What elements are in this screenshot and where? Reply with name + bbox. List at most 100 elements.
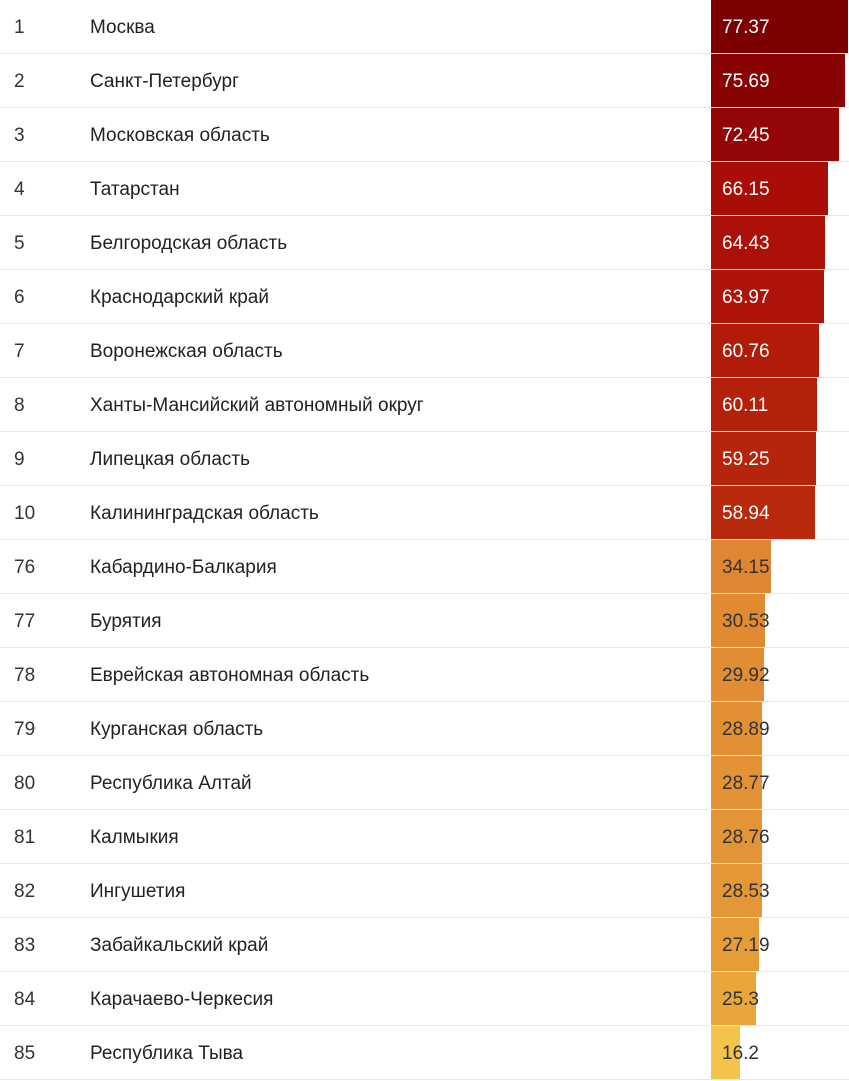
table-row: 2 Санкт-Петербург 75.69: [0, 54, 849, 108]
rank-label: 82: [14, 881, 36, 902]
value-label: 34.15: [722, 557, 770, 578]
region-label: Москва: [90, 17, 155, 38]
rank-label: 81: [14, 827, 36, 848]
value-bar: [711, 702, 763, 755]
region-label: Московская область: [90, 125, 270, 146]
region-label: Воронежская область: [90, 341, 283, 362]
value-bar: [711, 972, 756, 1025]
value-bar: [711, 54, 846, 107]
value-bar: [711, 648, 764, 701]
region-label: Ханты-Мансийский автономный округ: [90, 395, 424, 416]
table-row: 82 Ингушетия 28.53: [0, 864, 849, 918]
table-row: 80 Республика Алтай 28.77: [0, 756, 849, 810]
value-label: 27.19: [722, 935, 770, 956]
table-row: 85 Республика Тыва 16.2: [0, 1026, 849, 1080]
region-label: Ингушетия: [90, 881, 186, 902]
rank-label: 2: [14, 71, 25, 92]
rank-label: 8: [14, 395, 25, 416]
table-row: 79 Курганская область 28.89: [0, 702, 849, 756]
value-label: 16.2: [722, 1043, 759, 1064]
region-label: Калининградская область: [90, 503, 319, 524]
value-bar: [711, 756, 762, 809]
value-label: 28.53: [722, 881, 770, 902]
region-label: Забайкальский край: [90, 935, 269, 956]
value-label: 59.25: [722, 449, 770, 470]
rank-label: 79: [14, 719, 36, 740]
table-row: 1 Москва 77.37: [0, 0, 849, 54]
value-bar: [711, 216, 826, 269]
value-label: 28.77: [722, 773, 770, 794]
region-label: Бурятия: [90, 611, 162, 632]
value-label: 28.76: [722, 827, 770, 848]
value-bar: [711, 270, 825, 323]
region-label: Республика Алтай: [90, 773, 252, 794]
table-row: 10 Калининградская область 58.94: [0, 486, 849, 540]
value-bar: [711, 810, 762, 863]
region-label: Белгородская область: [90, 233, 288, 254]
table-row: 5 Белгородская область 64.43: [0, 216, 849, 270]
region-label: Курганская область: [90, 719, 264, 740]
value-label: 25.3: [722, 989, 759, 1010]
rank-label: 83: [14, 935, 36, 956]
region-label: Республика Тыва: [90, 1043, 244, 1064]
value-bar: [711, 378, 818, 431]
table-row: 8 Ханты-Мансийский автономный округ 60.11: [0, 378, 849, 432]
table-row: 4 Татарстан 66.15: [0, 162, 849, 216]
value-bar: [711, 432, 816, 485]
rank-label: 7: [14, 341, 25, 362]
table-row: 7 Воронежская область 60.76: [0, 324, 849, 378]
region-label: Кабардино-Балкария: [90, 557, 277, 578]
region-label: Татарстан: [90, 179, 180, 200]
table-row: 77 Бурятия 30.53: [0, 594, 849, 648]
value-label: 29.92: [722, 665, 770, 686]
rank-label: 85: [14, 1043, 36, 1064]
value-bar: [711, 540, 772, 593]
rank-label: 4: [14, 179, 25, 200]
rank-label: 1: [14, 17, 25, 38]
rank-label: 5: [14, 233, 25, 254]
value-label: 64.43: [722, 233, 770, 254]
value-bar: [711, 0, 848, 53]
table-row: 6 Краснодарский край 63.97: [0, 270, 849, 324]
table-row: 9 Липецкая область 59.25: [0, 432, 849, 486]
table-row: 83 Забайкальский край 27.19: [0, 918, 849, 972]
region-label: Санкт-Петербург: [90, 71, 240, 92]
rank-label: 78: [14, 665, 36, 686]
value-bar: [711, 108, 840, 161]
table-row: 3 Московская область 72.45: [0, 108, 849, 162]
value-bar: [711, 918, 760, 971]
value-label: 63.97: [722, 287, 770, 308]
value-bar: [711, 864, 762, 917]
value-bar: [711, 486, 816, 539]
value-label: 58.94: [722, 503, 770, 524]
table-row: 84 Карачаево-Черкесия 25.3: [0, 972, 849, 1026]
value-label: 30.53: [722, 611, 770, 632]
table-row: 76 Кабардино-Балкария 34.15: [0, 540, 849, 594]
rank-label: 3: [14, 125, 25, 146]
value-bar: [711, 1026, 740, 1079]
region-label: Еврейская автономная область: [90, 665, 370, 686]
rank-label: 9: [14, 449, 25, 470]
rank-label: 10: [14, 503, 36, 524]
region-label: Липецкая область: [90, 449, 251, 470]
value-label: 60.76: [722, 341, 770, 362]
region-label: Карачаево-Черкесия: [90, 989, 274, 1010]
value-bar: [711, 324, 819, 377]
region-label: Краснодарский край: [90, 287, 269, 308]
value-bar: [711, 162, 829, 215]
rank-label: 80: [14, 773, 36, 794]
value-label: 66.15: [722, 179, 770, 200]
value-label: 75.69: [722, 71, 770, 92]
value-bar: [711, 594, 766, 647]
value-label: 72.45: [722, 125, 770, 146]
value-label: 28.89: [722, 719, 770, 740]
rank-label: 6: [14, 287, 25, 308]
value-label: 60.11: [722, 395, 769, 416]
rank-label: 84: [14, 989, 36, 1010]
value-label: 77.37: [722, 17, 770, 38]
rank-label: 76: [14, 557, 36, 578]
table-row: 81 Калмыкия 28.76: [0, 810, 849, 864]
region-label: Калмыкия: [90, 827, 179, 848]
rank-label: 77: [14, 611, 36, 632]
